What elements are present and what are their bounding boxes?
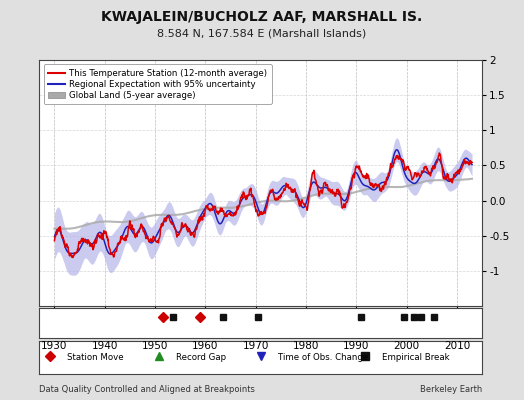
Text: 1990: 1990: [343, 341, 369, 351]
Text: 1970: 1970: [243, 341, 269, 351]
Text: 1940: 1940: [92, 341, 118, 351]
Text: KWAJALEIN/BUCHOLZ AAF, MARSHALL IS.: KWAJALEIN/BUCHOLZ AAF, MARSHALL IS.: [101, 10, 423, 24]
Text: Station Move: Station Move: [67, 353, 124, 362]
Text: 8.584 N, 167.584 E (Marshall Islands): 8.584 N, 167.584 E (Marshall Islands): [157, 28, 367, 38]
Text: 2010: 2010: [444, 341, 470, 351]
Text: Record Gap: Record Gap: [176, 353, 226, 362]
Text: Empirical Break: Empirical Break: [381, 353, 449, 362]
Text: 1980: 1980: [293, 341, 319, 351]
Text: 2000: 2000: [394, 341, 420, 351]
Text: 1950: 1950: [142, 341, 168, 351]
Text: Data Quality Controlled and Aligned at Breakpoints: Data Quality Controlled and Aligned at B…: [39, 385, 255, 394]
Text: 1930: 1930: [41, 341, 68, 351]
Text: Berkeley Earth: Berkeley Earth: [420, 385, 482, 394]
Text: 1960: 1960: [192, 341, 219, 351]
Legend: This Temperature Station (12-month average), Regional Expectation with 95% uncer: This Temperature Station (12-month avera…: [43, 64, 272, 104]
Text: Time of Obs. Change: Time of Obs. Change: [278, 353, 368, 362]
